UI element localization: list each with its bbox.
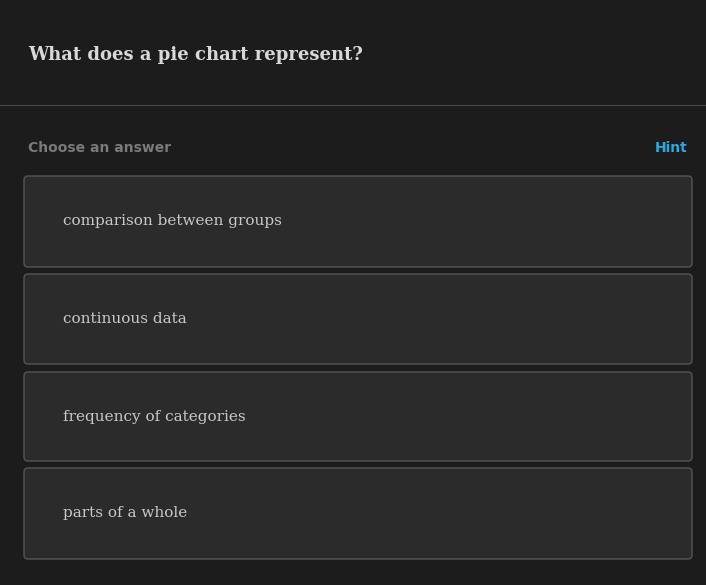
FancyBboxPatch shape: [24, 176, 692, 267]
FancyBboxPatch shape: [24, 468, 692, 559]
Text: parts of a whole: parts of a whole: [63, 507, 187, 521]
Text: What does a pie chart represent?: What does a pie chart represent?: [28, 46, 363, 64]
FancyBboxPatch shape: [24, 372, 692, 461]
Text: continuous data: continuous data: [63, 312, 187, 326]
Text: comparison between groups: comparison between groups: [63, 215, 282, 229]
Text: Choose an answer: Choose an answer: [28, 141, 171, 155]
Text: frequency of categories: frequency of categories: [63, 410, 246, 424]
Text: Hint: Hint: [655, 141, 688, 155]
FancyBboxPatch shape: [24, 274, 692, 364]
